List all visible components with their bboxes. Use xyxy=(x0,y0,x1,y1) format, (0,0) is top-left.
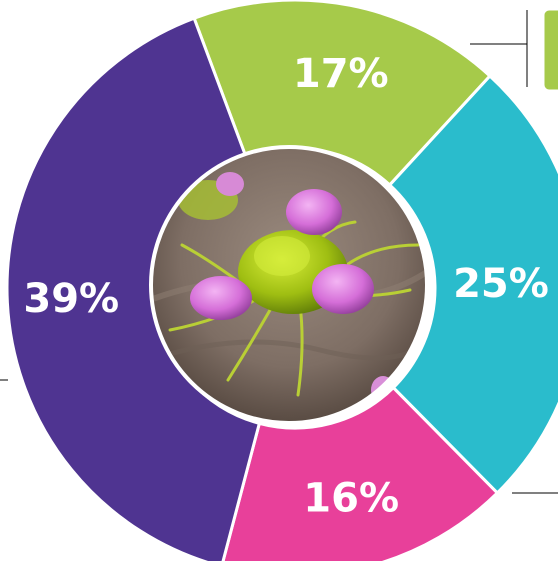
legend xyxy=(470,7,558,93)
cell-cluster-image xyxy=(149,145,429,425)
legend-swatch xyxy=(541,7,558,93)
slice-1 xyxy=(387,73,558,496)
slice-label-2: 16% xyxy=(303,476,399,522)
slices-group: 17% 25% 16% 39% xyxy=(5,0,558,561)
slice-label-3: 39% xyxy=(23,276,119,322)
slice-label-1: 25% xyxy=(453,261,549,307)
slice-label-0: 17% xyxy=(293,51,389,97)
slice-2 xyxy=(221,385,500,561)
